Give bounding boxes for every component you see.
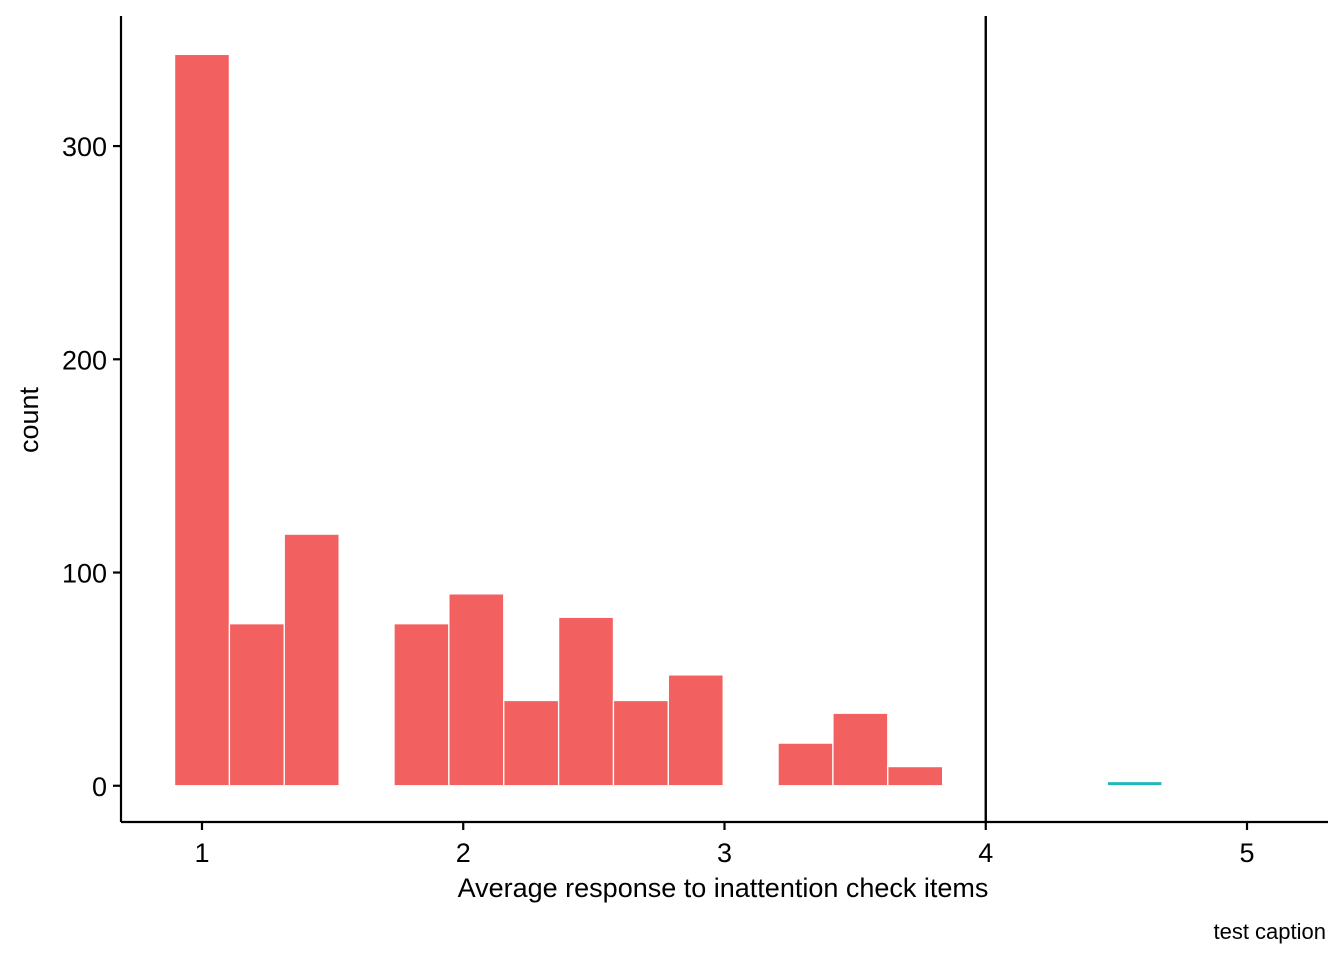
x-axis-title: Average response to inattention check it… (458, 873, 989, 903)
x-tick-label-2: 3 (717, 838, 732, 868)
histogram-bar-0-9 (667, 674, 724, 787)
y-axis-title: count (14, 386, 44, 453)
histogram-bar-1-1 (1106, 780, 1163, 787)
histogram-bar-0-7 (557, 616, 615, 787)
histogram-bar-0-2 (283, 533, 340, 787)
histogram-bar-0-13 (887, 765, 944, 787)
y-tick-label-3: 300 (62, 132, 107, 162)
y-tick-label-0: 0 (92, 772, 107, 802)
histogram-bar-0-12 (832, 712, 889, 787)
caption: test caption (1213, 919, 1326, 944)
x-tick-label-0: 1 (194, 838, 209, 868)
y-tick-label-2: 200 (62, 345, 107, 375)
bars-layer (173, 53, 1163, 787)
histogram-bar-0-6 (503, 699, 560, 787)
histogram-bar-0-5 (448, 593, 505, 787)
histogram-bar-1-0 (941, 784, 999, 787)
axes-layer: 1 2 3 4 5 0 100 200 300 (62, 16, 1328, 868)
x-tick-label-4: 5 (1239, 838, 1254, 868)
histogram-bar-0-4 (393, 623, 450, 787)
x-tick-label-1: 2 (456, 838, 471, 868)
y-tick-label-1: 100 (62, 559, 107, 589)
histogram-bar-0-11 (777, 742, 834, 787)
histogram-bar-0-0 (173, 53, 231, 787)
histogram-bar-0-8 (612, 699, 669, 787)
histogram-bar-0-1 (228, 623, 285, 787)
x-tick-label-3: 4 (978, 838, 993, 868)
